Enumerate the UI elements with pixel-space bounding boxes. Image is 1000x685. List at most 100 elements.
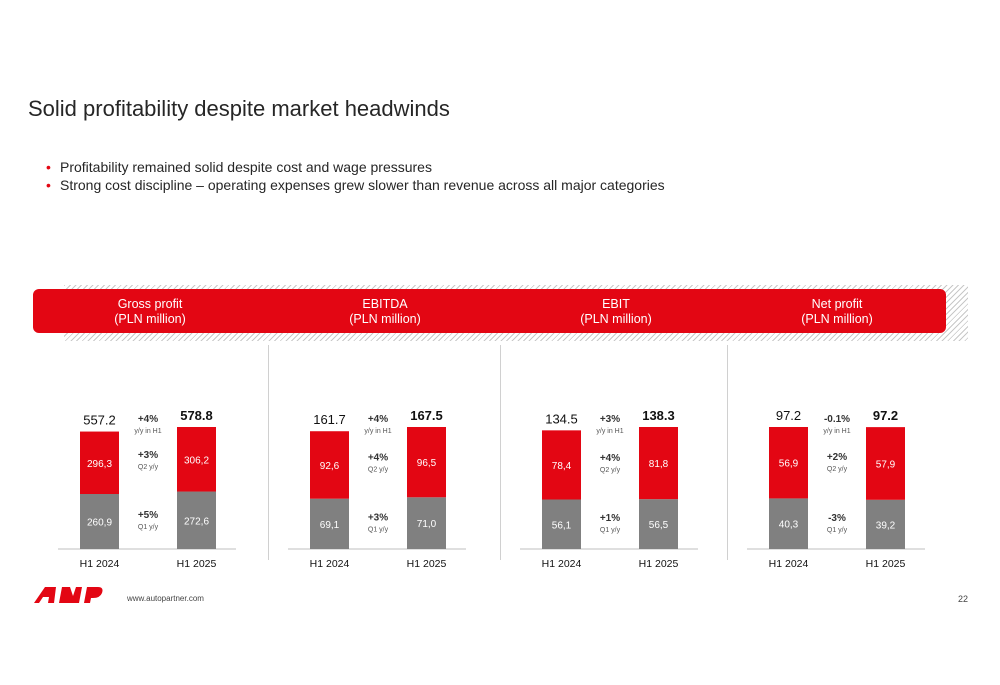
growth-annotation-value: +3% bbox=[368, 512, 388, 523]
data-label: 306,2 bbox=[184, 455, 209, 466]
growth-annotation-note: Q2 y/y bbox=[827, 466, 848, 473]
growth-annotation-value: +3% bbox=[138, 450, 158, 461]
bullet-item: • Strong cost discipline – operating expe… bbox=[46, 176, 665, 194]
growth-annotation-value: -0.1% bbox=[824, 414, 850, 425]
data-label: 92,6 bbox=[320, 461, 340, 472]
bar-segment-q2 bbox=[769, 427, 808, 499]
bar-segment-q1 bbox=[542, 499, 581, 549]
x-tick-label: H1 2024 bbox=[80, 558, 120, 570]
growth-annotation-note: Q1 y/y bbox=[368, 526, 389, 533]
growth-annotation-note: Q2 y/y bbox=[600, 467, 621, 474]
growth-annotation-value: +5% bbox=[138, 510, 158, 521]
data-label: 296,3 bbox=[87, 459, 112, 470]
data-label: 40,3 bbox=[779, 520, 799, 531]
total-label: 138.3 bbox=[642, 408, 675, 423]
data-label: 260,9 bbox=[87, 518, 112, 529]
growth-annotation-note: Q1 y/y bbox=[138, 524, 159, 531]
chart-title-line: Gross profit bbox=[117, 297, 183, 311]
data-label: 39,2 bbox=[876, 520, 896, 531]
data-label: 57,9 bbox=[876, 459, 896, 470]
growth-annotation-note: y/y in H1 bbox=[596, 428, 623, 435]
chart-header-ebit: EBIT (PLN million) bbox=[502, 289, 730, 327]
total-label: 167.5 bbox=[410, 408, 443, 423]
bullet-dot-icon: • bbox=[46, 177, 51, 193]
chart-divider bbox=[727, 345, 728, 560]
bar-segment-q1 bbox=[407, 497, 446, 549]
x-tick-label: H1 2025 bbox=[639, 558, 679, 570]
data-label: 71,0 bbox=[417, 519, 437, 530]
total-label: 134.5 bbox=[545, 411, 578, 426]
bar-segment-q2 bbox=[639, 427, 678, 500]
page-title: Solid profitability despite market headw… bbox=[28, 96, 450, 121]
bar-segment-q1 bbox=[80, 494, 119, 549]
chart-title-line: EBIT bbox=[602, 297, 630, 311]
bar-segment-q1 bbox=[769, 498, 808, 549]
bar-segment-q2 bbox=[407, 427, 446, 498]
growth-annotation-note: Q1 y/y bbox=[600, 527, 621, 534]
growth-annotation-value: +4% bbox=[368, 453, 388, 464]
bar-segment-q1 bbox=[310, 498, 349, 549]
bar-segment-q2 bbox=[80, 431, 119, 495]
data-label: 56,5 bbox=[649, 520, 669, 531]
growth-annotation-value: +4% bbox=[138, 414, 158, 425]
growth-annotation-value: +4% bbox=[368, 414, 388, 425]
x-tick-label: H1 2024 bbox=[542, 558, 582, 570]
bar-segment-q2 bbox=[542, 430, 581, 500]
growth-annotation-note: Q2 y/y bbox=[138, 464, 159, 471]
chart-ebitda: 69,1 92,6 161.7 H1 2024 71,0 96,5 167.5 H1 2025… bbox=[288, 408, 466, 570]
bar-segment-q1 bbox=[866, 499, 905, 549]
growth-annotation-note: Q1 y/y bbox=[827, 527, 848, 534]
growth-annotation-note: y/y in H1 bbox=[364, 428, 391, 435]
bullet-text: Strong cost discipline – operating expen… bbox=[60, 177, 665, 193]
data-label: 78,4 bbox=[552, 461, 572, 472]
bullet-list: • Profitability remained solid despite co… bbox=[46, 158, 665, 194]
chart-header-gross-profit: Gross profit (PLN million) bbox=[36, 289, 264, 327]
total-label: 557.2 bbox=[83, 413, 116, 428]
total-label: 578.8 bbox=[180, 408, 213, 423]
growth-annotation-note: y/y in H1 bbox=[134, 428, 161, 435]
growth-annotation-value: +2% bbox=[827, 452, 847, 463]
chart-title-line: Net profit bbox=[811, 297, 863, 311]
chart-title-unit: (PLN million) bbox=[349, 312, 421, 326]
x-tick-label: H1 2024 bbox=[310, 558, 350, 570]
data-label: 96,5 bbox=[417, 458, 437, 469]
bullet-item: • Profitability remained solid despite co… bbox=[46, 158, 665, 176]
x-tick-label: H1 2025 bbox=[407, 558, 447, 570]
chart-title-line: EBITDA bbox=[362, 297, 408, 311]
footer-url: www.autopartner.com bbox=[127, 594, 204, 603]
kpi-header-banner: Gross profit (PLN million) EBITDA (PLN m… bbox=[33, 289, 946, 333]
growth-annotation-value: +1% bbox=[600, 513, 620, 524]
growth-annotation-value: +3% bbox=[600, 414, 620, 425]
data-label: 56,1 bbox=[552, 520, 572, 531]
chart-divider bbox=[268, 345, 269, 560]
growth-annotation-note: Q2 y/y bbox=[368, 467, 389, 474]
growth-annotation-value: +4% bbox=[600, 453, 620, 464]
x-tick-label: H1 2025 bbox=[177, 558, 217, 570]
data-label: 56,9 bbox=[779, 459, 799, 470]
bullet-dot-icon: • bbox=[46, 159, 51, 175]
bar-segment-q2 bbox=[866, 427, 905, 500]
chart-header-ebitda: EBITDA (PLN million) bbox=[271, 289, 499, 327]
autopartner-logo-icon bbox=[34, 587, 103, 603]
x-tick-label: H1 2025 bbox=[866, 558, 906, 570]
chart-net-profit: 40,3 56,9 97.2 H1 2024 39,2 57,9 97.2 H1 2025 -0… bbox=[747, 408, 925, 570]
chart-ebit: 56,1 78,4 134.5 H1 2024 56,5 81,8 138.3 H1 2025… bbox=[520, 408, 698, 570]
bar-segment-q1 bbox=[639, 499, 678, 549]
chart-title-unit: (PLN million) bbox=[580, 312, 652, 326]
chart-header-net-profit: Net profit (PLN million) bbox=[723, 289, 951, 327]
bar-segment-q2 bbox=[177, 427, 216, 492]
chart-gross-profit: 260,9 296,3 557.2 H1 2024 272,6 306,2 578.8 H1 … bbox=[58, 408, 236, 570]
growth-annotation-note: y/y in H1 bbox=[823, 428, 850, 435]
total-label: 97.2 bbox=[873, 408, 898, 423]
data-label: 81,8 bbox=[649, 459, 669, 470]
page-number: 22 bbox=[958, 594, 969, 604]
total-label: 161.7 bbox=[313, 412, 346, 427]
data-label: 69,1 bbox=[320, 520, 340, 531]
x-tick-label: H1 2024 bbox=[769, 558, 809, 570]
bar-segment-q2 bbox=[310, 431, 349, 499]
chart-divider bbox=[500, 345, 501, 560]
chart-title-unit: (PLN million) bbox=[801, 312, 873, 326]
chart-title-unit: (PLN million) bbox=[114, 312, 186, 326]
bullet-text: Profitability remained solid despite cos… bbox=[60, 159, 432, 175]
total-label: 97.2 bbox=[776, 408, 801, 423]
